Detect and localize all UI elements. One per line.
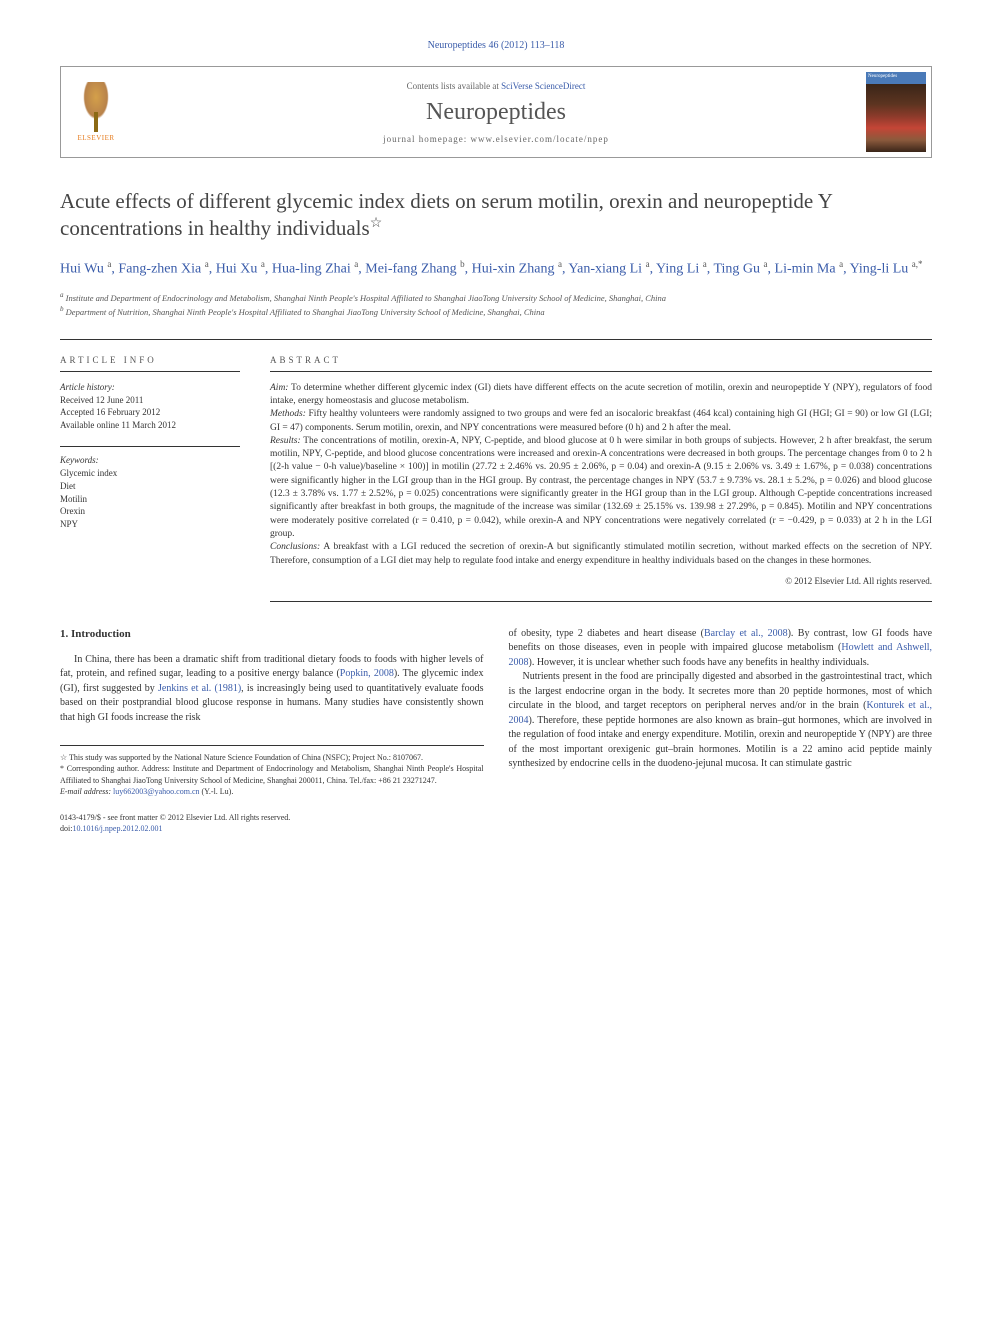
keyword: Motilin	[60, 493, 240, 506]
results-text: The concentrations of motilin, orexin-A,…	[270, 436, 932, 539]
email-link[interactable]: luy662003@yahoo.com.cn	[113, 787, 199, 796]
journal-cover-thumbnail: Neuropeptides	[866, 72, 926, 152]
online-date: Available online 11 March 2012	[60, 419, 240, 432]
title-footnote-marker: ☆	[370, 216, 383, 231]
article-title: Acute effects of different glycemic inde…	[60, 188, 932, 243]
aim-text: To determine whether different glycemic …	[270, 383, 932, 406]
title-text: Acute effects of different glycemic inde…	[60, 189, 832, 240]
aim-label: Aim:	[270, 383, 288, 393]
section-1-heading: 1. Introduction	[60, 627, 484, 643]
body-columns: 1. Introduction In China, there has been…	[60, 627, 932, 797]
methods-text: Fifty healthy volunteers were randomly a…	[270, 409, 932, 432]
contents-available: Contents lists available at SciVerse Sci…	[407, 81, 586, 91]
header-center: Contents lists available at SciVerse Sci…	[131, 67, 861, 157]
conclusions-label: Conclusions:	[270, 542, 320, 552]
sciencedirect-link[interactable]: SciVerse ScienceDirect	[501, 81, 585, 91]
author-list: Hui Wu a, Fang-zhen Xia a, Hui Xu a, Hua…	[60, 258, 932, 280]
received-date: Received 12 June 2011	[60, 394, 240, 407]
elsevier-tree-icon	[76, 82, 116, 132]
keyword: Orexin	[60, 505, 240, 518]
keyword: NPY	[60, 518, 240, 531]
footnote-funding: ☆ This study was supported by the Nation…	[60, 752, 484, 763]
intro-para-3: Nutrients present in the food are princi…	[509, 670, 933, 772]
elsevier-logo: ELSEVIER	[61, 67, 131, 157]
page-header-citation: Neuropeptides 46 (2012) 113–118	[60, 40, 932, 51]
intro-para-1: In China, there has been a dramatic shif…	[60, 653, 484, 726]
homepage-prefix: journal homepage:	[383, 134, 470, 144]
footer-copyright: 0143-4179/$ - see front matter © 2012 El…	[60, 812, 932, 823]
keywords-block: Keywords: Glycemic indexDietMotilinOrexi…	[60, 455, 240, 530]
elsevier-label: ELSEVIER	[77, 134, 114, 142]
footnote-email: E-mail address: luy662003@yahoo.com.cn (…	[60, 786, 484, 797]
affiliations: a Institute and Department of Endocrinol…	[60, 291, 932, 318]
cite-jenkins[interactable]: Jenkins et al. (1981)	[158, 683, 241, 694]
homepage-url[interactable]: www.elsevier.com/locate/npep	[471, 134, 609, 144]
footer: 0143-4179/$ - see front matter © 2012 El…	[60, 812, 932, 834]
intro-para-2: of obesity, type 2 diabetes and heart di…	[509, 627, 933, 671]
cite-popkin[interactable]: Popkin, 2008	[340, 668, 394, 679]
methods-label: Methods:	[270, 409, 306, 419]
footer-doi: doi:10.1016/j.npep.2012.02.001	[60, 823, 932, 834]
results-label: Results:	[270, 436, 301, 446]
affiliation-a: a Institute and Department of Endocrinol…	[60, 291, 932, 305]
doi-link[interactable]: 10.1016/j.npep.2012.02.001	[72, 824, 162, 833]
copyright: © 2012 Elsevier Ltd. All rights reserved…	[270, 576, 932, 586]
body-col-left: 1. Introduction In China, there has been…	[60, 627, 484, 797]
info-separator	[60, 446, 240, 447]
footnotes: ☆ This study was supported by the Nation…	[60, 745, 484, 797]
journal-homepage: journal homepage: www.elsevier.com/locat…	[383, 134, 609, 144]
article-info-column: ARTICLE INFO Article history: Received 1…	[60, 355, 240, 602]
conclusions-text: A breakfast with a LGI reduced the secre…	[270, 542, 932, 565]
accepted-date: Accepted 16 February 2012	[60, 406, 240, 419]
body-col-right: of obesity, type 2 diabetes and heart di…	[509, 627, 933, 797]
abstract-text: Aim: To determine whether different glyc…	[270, 382, 932, 568]
abstract-heading: ABSTRACT	[270, 355, 932, 372]
info-abstract-row: ARTICLE INFO Article history: Received 1…	[60, 339, 932, 602]
keywords-label: Keywords:	[60, 455, 240, 465]
article-info-heading: ARTICLE INFO	[60, 355, 240, 372]
journal-header-box: ELSEVIER Contents lists available at Sci…	[60, 66, 932, 158]
contents-prefix: Contents lists available at	[407, 81, 501, 91]
article-history: Article history: Received 12 June 2011 A…	[60, 382, 240, 432]
affiliation-b: b Department of Nutrition, Shanghai Nint…	[60, 305, 932, 319]
history-label: Article history:	[60, 382, 240, 392]
journal-name: Neuropeptides	[426, 99, 566, 126]
cite-barclay[interactable]: Barclay et al., 2008	[704, 628, 788, 639]
abstract-column: ABSTRACT Aim: To determine whether diffe…	[270, 355, 932, 602]
keyword: Diet	[60, 480, 240, 493]
keyword: Glycemic index	[60, 467, 240, 480]
footnote-correspondence: * Corresponding author. Address: Institu…	[60, 763, 484, 785]
cover-label: Neuropeptides	[868, 74, 897, 79]
